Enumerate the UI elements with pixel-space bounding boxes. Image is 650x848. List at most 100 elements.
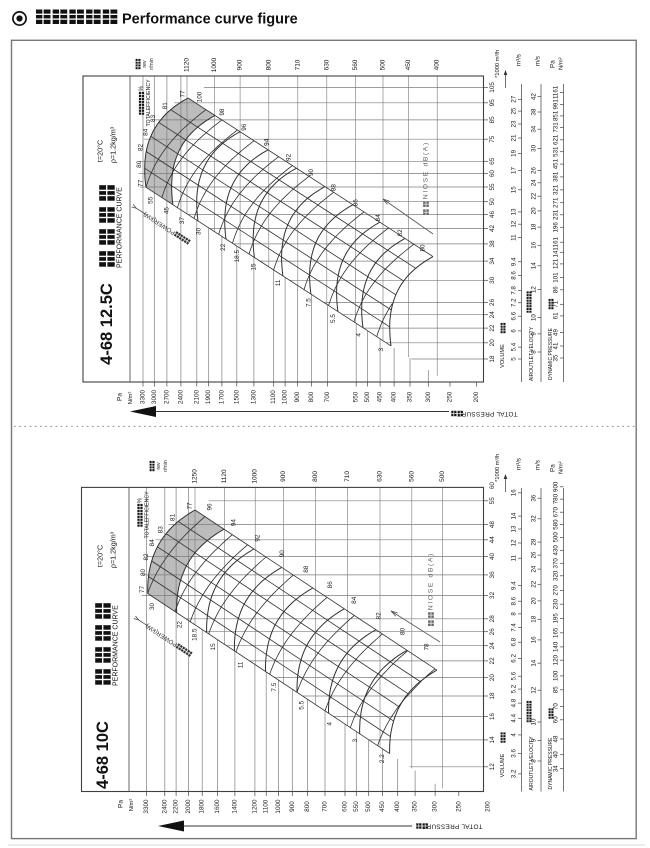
svg-text:5.4: 5.4 — [511, 342, 518, 351]
svg-text:m/s: m/s — [535, 56, 542, 66]
svg-text:24: 24 — [489, 311, 496, 319]
svg-text:80: 80 — [399, 627, 406, 635]
svg-text:98: 98 — [219, 108, 226, 116]
svg-text:6: 6 — [511, 329, 518, 333]
svg-text:670: 670 — [553, 506, 560, 517]
svg-text:38: 38 — [489, 240, 496, 248]
svg-text:11: 11 — [238, 661, 245, 668]
svg-text:%: % — [138, 85, 145, 91]
svg-text:16: 16 — [531, 241, 538, 248]
svg-text:50: 50 — [489, 198, 496, 206]
svg-text:37: 37 — [179, 217, 186, 225]
svg-text:15: 15 — [251, 263, 258, 271]
svg-text:94: 94 — [263, 138, 270, 146]
svg-text:1120: 1120 — [184, 58, 191, 72]
svg-text:400: 400 — [434, 59, 441, 70]
svg-text:381: 381 — [553, 171, 560, 182]
svg-text:250: 250 — [447, 391, 454, 402]
svg-text:83: 83 — [158, 526, 165, 534]
svg-text:4: 4 — [355, 333, 362, 337]
svg-text:45: 45 — [163, 207, 170, 215]
svg-text:26: 26 — [531, 551, 538, 558]
svg-text:13: 13 — [511, 208, 518, 215]
svg-text:Pa: Pa — [550, 464, 557, 472]
svg-text:8: 8 — [531, 759, 538, 763]
svg-text:400: 400 — [391, 391, 398, 402]
svg-text:85: 85 — [489, 116, 496, 124]
svg-text:26: 26 — [489, 298, 496, 306]
svg-text:165: 165 — [553, 627, 560, 638]
svg-text:1700: 1700 — [218, 389, 225, 404]
svg-text:5.5: 5.5 — [299, 700, 306, 709]
svg-text:90: 90 — [279, 550, 286, 558]
svg-text:7.5: 7.5 — [306, 298, 313, 307]
svg-text:86: 86 — [353, 199, 360, 207]
svg-text:r/min: r/min — [163, 460, 169, 472]
svg-text:16: 16 — [531, 636, 538, 643]
svg-text:100: 100 — [197, 91, 204, 102]
svg-text:3000: 3000 — [151, 389, 158, 404]
svg-text:200: 200 — [473, 391, 480, 402]
svg-text:24: 24 — [489, 642, 496, 650]
svg-text:28: 28 — [489, 615, 496, 623]
svg-text:500: 500 — [364, 391, 371, 402]
svg-text:PERFORMANCE CURVE: PERFORMANCE CURVE — [117, 187, 124, 268]
svg-text:24: 24 — [531, 565, 538, 572]
svg-text:5: 5 — [511, 357, 518, 361]
svg-text:1000: 1000 — [282, 389, 289, 404]
svg-text:*1000 m³/h: *1000 m³/h — [495, 50, 501, 78]
svg-text:m³/s: m³/s — [516, 54, 523, 66]
svg-text:VOLUME: VOLUME — [500, 753, 506, 777]
svg-text:25: 25 — [511, 107, 518, 114]
svg-text:1161: 1161 — [553, 85, 560, 99]
svg-text:370: 370 — [553, 558, 560, 569]
svg-text:82: 82 — [138, 144, 145, 152]
svg-text:86: 86 — [553, 286, 560, 293]
svg-text:80: 80 — [420, 244, 427, 252]
svg-text:60: 60 — [553, 716, 560, 723]
svg-text:90: 90 — [308, 169, 315, 177]
svg-text:900: 900 — [553, 481, 560, 492]
svg-text:2400: 2400 — [161, 799, 168, 814]
svg-text:95: 95 — [489, 99, 496, 107]
svg-text:41: 41 — [553, 342, 560, 349]
svg-text:1500: 1500 — [233, 389, 240, 404]
svg-text:12: 12 — [531, 286, 538, 293]
svg-text:9.4: 9.4 — [511, 257, 518, 266]
svg-text:12: 12 — [531, 686, 538, 693]
svg-text:250: 250 — [455, 801, 462, 812]
svg-text:900: 900 — [280, 471, 287, 482]
svg-text:5.6: 5.6 — [511, 671, 518, 680]
svg-text:32: 32 — [531, 515, 538, 522]
svg-text:NIOSE dB(A): NIOSE dB(A) — [423, 141, 430, 199]
svg-text:32: 32 — [489, 591, 496, 599]
svg-text:1120: 1120 — [221, 469, 228, 483]
svg-text:7.4: 7.4 — [511, 623, 518, 632]
svg-text:60: 60 — [489, 482, 496, 490]
svg-text:m³/s: m³/s — [516, 458, 523, 470]
svg-text:14: 14 — [531, 262, 538, 269]
svg-text:27: 27 — [511, 95, 518, 102]
svg-text:71: 71 — [553, 300, 560, 307]
svg-text:77: 77 — [139, 586, 146, 594]
svg-text:28: 28 — [531, 538, 538, 545]
svg-text:22: 22 — [531, 192, 538, 199]
svg-text:AIROUTLET VELOCITY: AIROUTLET VELOCITY — [529, 326, 535, 381]
svg-text:271: 271 — [553, 197, 560, 208]
svg-text:22: 22 — [177, 621, 184, 629]
svg-text:3.2: 3.2 — [511, 769, 518, 778]
svg-text:10: 10 — [531, 314, 538, 321]
svg-text:560: 560 — [408, 471, 415, 482]
svg-text:2700: 2700 — [163, 389, 170, 404]
svg-text:14: 14 — [531, 659, 538, 666]
svg-text:630: 630 — [377, 471, 384, 482]
svg-text:18.5: 18.5 — [192, 628, 199, 641]
svg-text:991: 991 — [553, 99, 560, 110]
svg-text:6.8: 6.8 — [511, 637, 518, 646]
svg-text:3.6: 3.6 — [511, 749, 518, 758]
svg-text:22: 22 — [489, 324, 496, 332]
svg-text:5.5: 5.5 — [330, 314, 337, 323]
svg-text:Performance curve figure: Performance curve figure — [122, 12, 298, 28]
svg-text:Pa: Pa — [117, 393, 124, 401]
svg-text:800: 800 — [312, 471, 319, 482]
